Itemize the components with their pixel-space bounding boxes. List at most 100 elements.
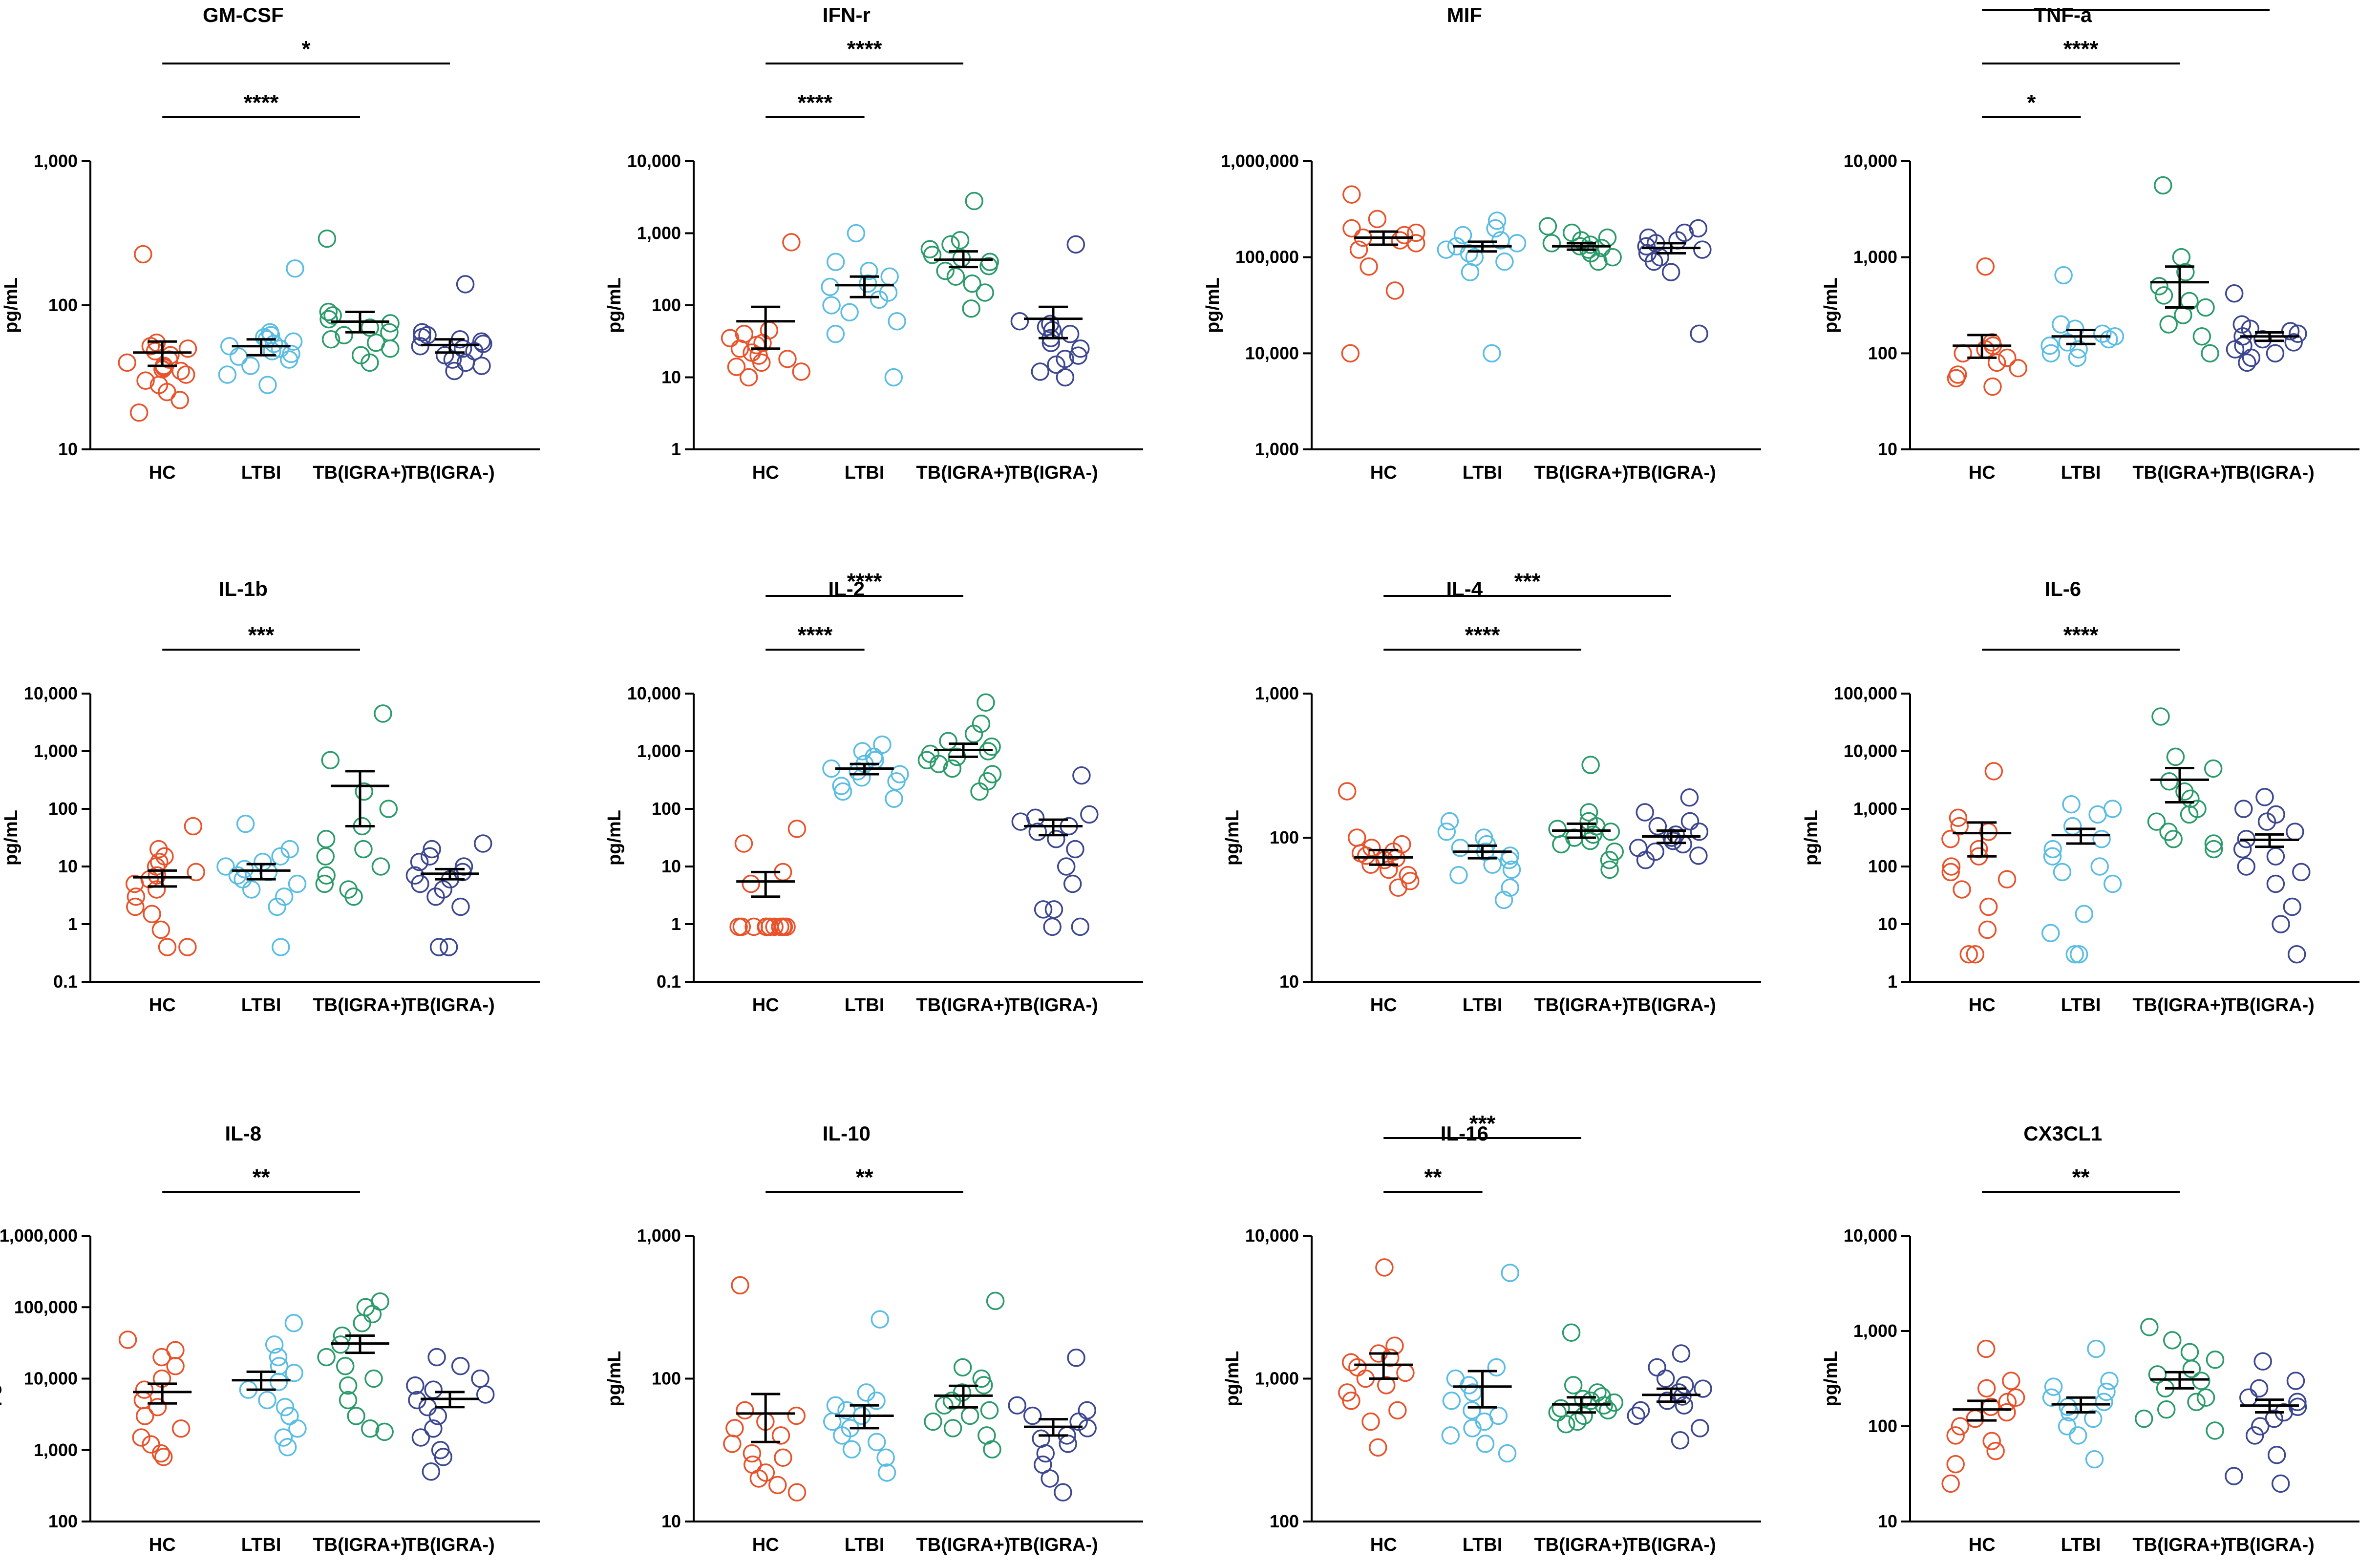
data-point	[1941, 829, 1960, 848]
data-point	[1442, 1392, 1461, 1410]
data-point	[978, 1426, 996, 1445]
panel-title: GM-CSF	[203, 3, 284, 26]
y-tick-label: 1,000	[1853, 799, 1897, 819]
data-point	[953, 1358, 972, 1377]
x-tick-label: TB(IGRA-)	[1008, 1535, 1098, 1555]
series-tb-igra-	[405, 834, 492, 956]
data-point	[269, 1348, 288, 1367]
panel-gm-csf: GM-CSF 10 100 1,000 pg/mL HC LTBI TB(IGRA+)TB(I…	[1, 3, 540, 483]
data-point	[857, 1383, 876, 1402]
y-tick-label: 10	[661, 856, 681, 876]
data-point	[2100, 1372, 2119, 1390]
data-point	[1347, 828, 1366, 847]
data-point	[980, 253, 999, 271]
data-point	[284, 1313, 303, 1332]
y-tick-label: 1,000	[34, 741, 78, 761]
data-point	[2255, 788, 2274, 806]
data-point	[288, 1419, 307, 1438]
data-point	[336, 1356, 355, 1375]
y-tick-label: 0.1	[657, 972, 681, 992]
significance-label: **	[1424, 1164, 1442, 1190]
y-tick-label: 10	[1279, 972, 1299, 992]
data-point	[917, 751, 936, 770]
data-point	[2135, 1409, 2153, 1428]
data-point	[445, 361, 464, 380]
y-tick-label: 10,000	[1245, 343, 1299, 363]
y-tick-label: 10	[661, 367, 681, 387]
data-point	[1056, 368, 1075, 387]
panel-il-10: IL-10 10 100 1,000 pg/mL HC LTBI TB(IGRA+)TB(IG…	[604, 1122, 1143, 1555]
data-point	[435, 346, 454, 365]
data-point	[2266, 874, 2285, 893]
data-point	[858, 274, 877, 293]
data-point	[274, 1428, 293, 1447]
x-tick-label: LTBI	[2061, 995, 2101, 1015]
x-tick-label: HC	[149, 1535, 176, 1555]
data-point	[2042, 1388, 2061, 1407]
data-point	[1680, 812, 1700, 831]
x-tick-label: TB(IGRA+)	[2132, 463, 2227, 483]
data-point	[2069, 945, 2088, 964]
data-point	[2233, 840, 2252, 859]
data-point	[2062, 795, 2081, 814]
data-point	[2187, 1393, 2206, 1411]
data-point	[1977, 1379, 1996, 1398]
y-axis-label: pg/mL	[1222, 810, 1243, 866]
data-point	[1381, 1349, 1400, 1367]
data-point	[760, 321, 779, 339]
data-point	[285, 1364, 303, 1382]
data-point	[2041, 924, 2060, 943]
data-point	[963, 274, 981, 293]
panel-il-8: IL-8 100 1,000 10,000 100,000 1,000,000 pg/mL H…	[0, 1122, 540, 1555]
data-point	[2058, 333, 2077, 352]
panel-title: IL-16	[1441, 1122, 1488, 1145]
data-point	[2151, 707, 2170, 726]
data-point	[374, 704, 392, 723]
data-point	[1393, 835, 1411, 854]
data-point	[1061, 324, 1080, 343]
series-tb-igra-	[411, 275, 492, 380]
data-point	[1488, 211, 1507, 230]
series-tb-igra-	[924, 1291, 1005, 1458]
data-point	[853, 742, 872, 761]
data-point	[1949, 365, 1967, 384]
data-point	[269, 1373, 288, 1391]
data-point	[2266, 847, 2285, 866]
y-tick-label: 10,000	[24, 1369, 78, 1389]
data-point	[870, 290, 889, 309]
data-point	[1031, 362, 1050, 381]
data-point	[315, 874, 334, 893]
data-point	[2097, 1382, 2116, 1401]
data-point	[339, 880, 358, 899]
data-point	[319, 302, 338, 321]
data-point	[2075, 905, 2093, 923]
y-tick-label: 10,000	[1844, 151, 1897, 171]
data-point	[317, 829, 336, 848]
data-point	[1032, 1429, 1050, 1448]
data-point	[2266, 344, 2285, 363]
data-point	[921, 744, 940, 763]
y-tick-label: 1,000,000	[0, 1226, 78, 1246]
data-point	[1078, 1401, 1097, 1420]
data-point	[2281, 322, 2300, 340]
data-point	[280, 1407, 299, 1425]
data-point	[424, 1380, 443, 1399]
data-point	[171, 1419, 191, 1438]
y-tick-label: 100	[1270, 1511, 1299, 1531]
x-tick-label: HC	[1969, 995, 1996, 1015]
data-point	[729, 917, 748, 936]
y-tick-label: 100	[1868, 856, 1897, 876]
data-point	[1067, 1349, 1085, 1367]
data-point	[2287, 945, 2306, 964]
data-point	[2196, 298, 2215, 317]
data-point	[946, 267, 965, 286]
data-point	[2250, 1379, 2269, 1398]
data-point	[2154, 176, 2172, 195]
data-point	[756, 1463, 775, 1482]
data-point	[228, 866, 247, 885]
series-tb-igra-	[1538, 217, 1622, 271]
data-point	[316, 847, 335, 866]
data-point	[1396, 1363, 1415, 1382]
